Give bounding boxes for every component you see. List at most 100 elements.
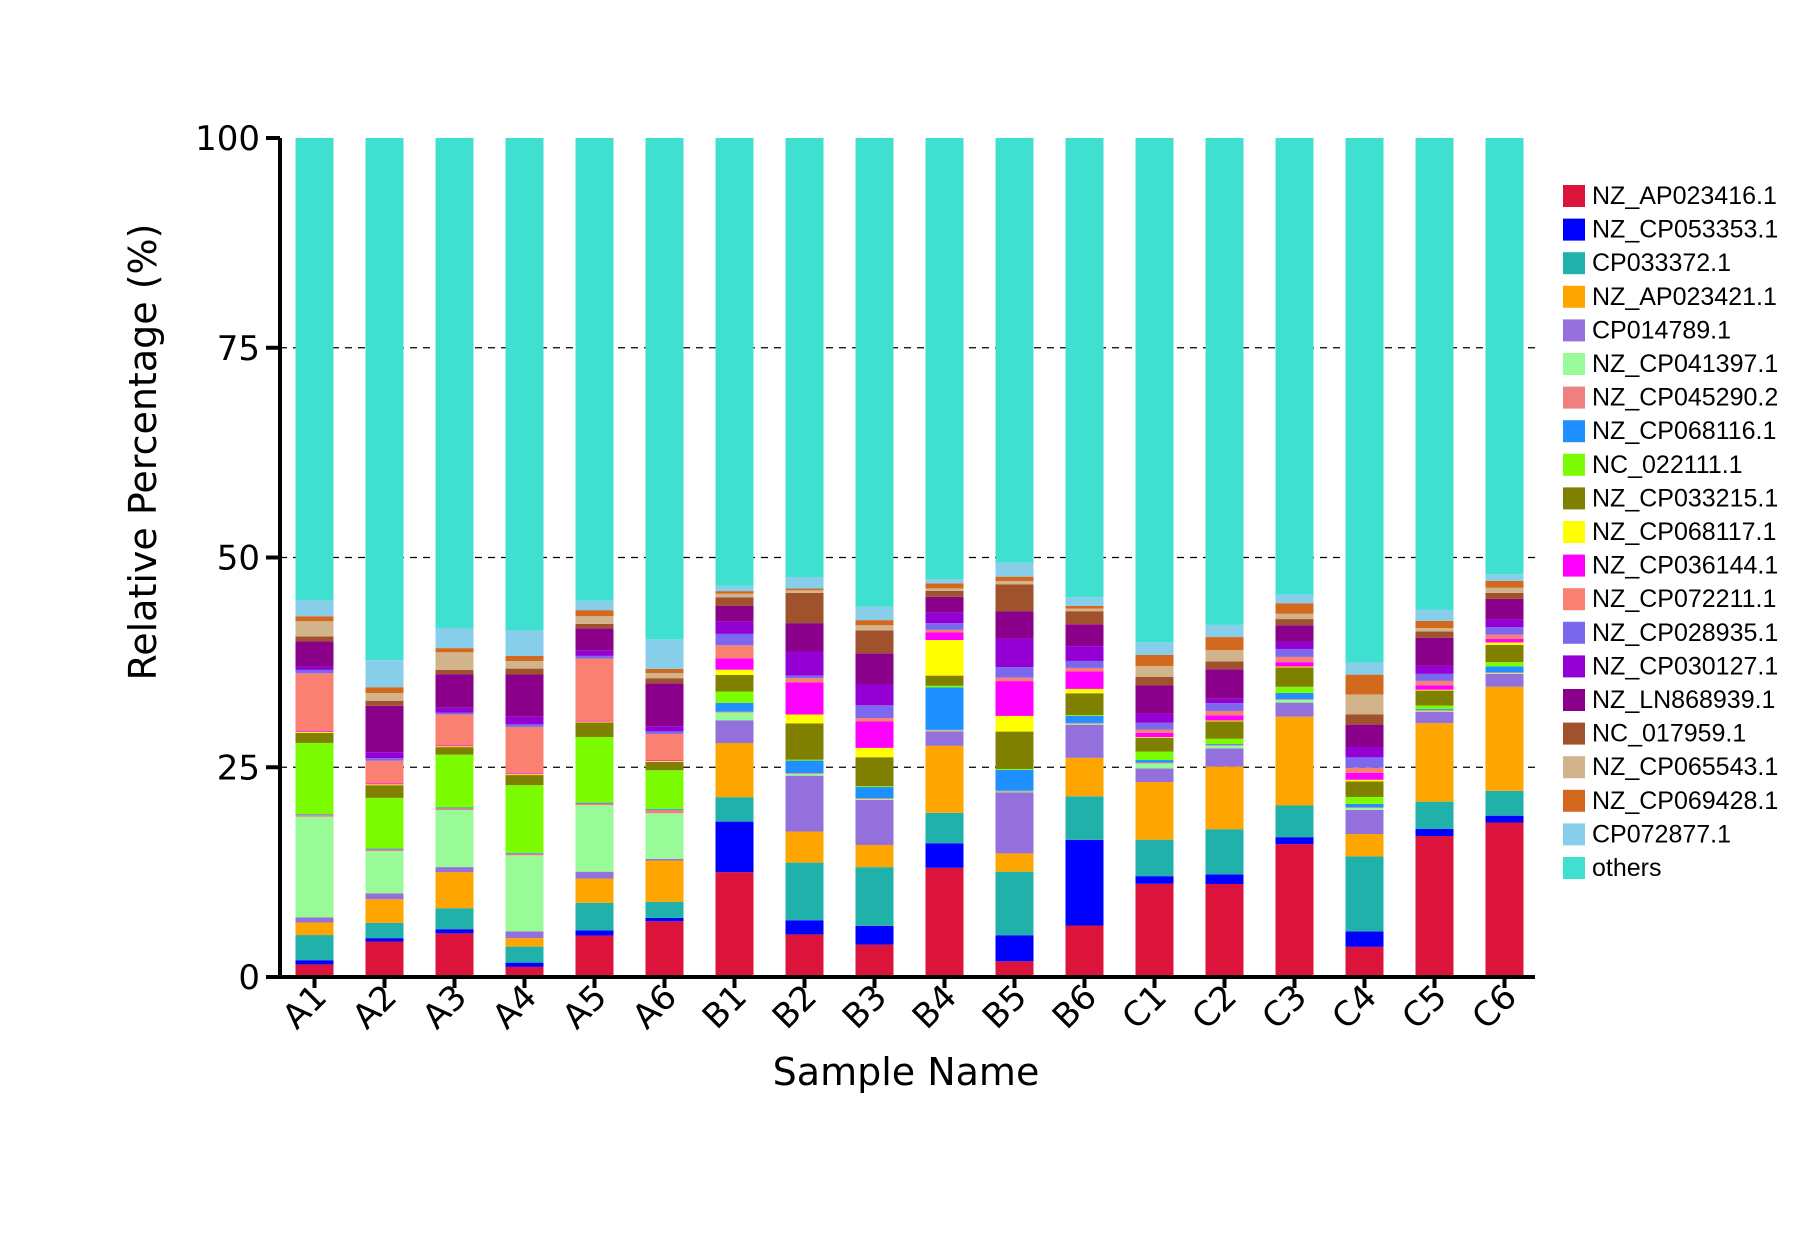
bar-segment-A3-NZ_CP033215.1 xyxy=(435,747,474,755)
bar-segment-A4-NZ_CP069428.1 xyxy=(505,655,544,662)
bar-segment-C6-NZ_CP053353.1 xyxy=(1485,815,1524,823)
legend-swatch xyxy=(1563,588,1585,611)
bar-segment-C2-NZ_CP053353.1 xyxy=(1205,874,1244,884)
bar-segment-B6-NZ_AP023416.1 xyxy=(1065,925,1104,977)
bar-segment-C3-NZ_CP028935.1 xyxy=(1275,648,1314,657)
bar-segment-A6-NZ_CP030127.1 xyxy=(645,726,684,732)
bar-segment-C6-CP033372.1 xyxy=(1485,790,1524,816)
bar-segment-A3-NZ_CP036144.1 xyxy=(435,745,474,747)
bar-segment-C1-NZ_CP069428.1 xyxy=(1135,654,1174,666)
bar-segment-C3-NZ_CP045290.2 xyxy=(1275,699,1314,700)
bar-segment-C1-CP033372.1 xyxy=(1135,839,1174,877)
bar-stack-A4 xyxy=(505,138,544,977)
bar-segment-C6-NZ_CP068116.1 xyxy=(1485,666,1524,673)
x-tick-label-A4: A4 xyxy=(485,977,545,1037)
bar-segment-C5-NZ_CP033215.1 xyxy=(1415,690,1454,706)
bar-segment-C2-NZ_AP023421.1 xyxy=(1205,766,1244,830)
bar-stack-A5 xyxy=(575,138,614,977)
bar-segment-B2-CP033372.1 xyxy=(785,862,824,921)
bar-stack-B1 xyxy=(715,138,754,977)
legend-label: others xyxy=(1592,854,1661,882)
bar-segment-C3-NZ_CP036144.1 xyxy=(1275,662,1314,667)
bar-stack-C4 xyxy=(1345,138,1384,977)
bar-segment-A1-NZ_CP036144.1 xyxy=(295,731,334,733)
bar-segment-C3-NC_022111.1 xyxy=(1275,686,1314,693)
bar-segment-A2-NZ_AP023421.1 xyxy=(365,899,404,923)
bar-segment-C5-CP072877.1 xyxy=(1415,609,1454,621)
bar-stack-A6 xyxy=(645,138,684,977)
y-tick-label-75: 75 xyxy=(217,329,260,369)
bar-stack-A2 xyxy=(365,138,404,977)
bar-segment-C1-NC_017959.1 xyxy=(1135,676,1174,686)
bar-segment-B5-NZ_AP023421.1 xyxy=(995,853,1034,872)
bar-segment-B4-NZ_CP045290.2 xyxy=(925,729,964,731)
bar-segment-B4-NZ_CP033215.1 xyxy=(925,675,964,686)
bar-segment-B1-NZ_AP023421.1 xyxy=(715,743,754,798)
bar-segment-A2-NZ_CP053353.1 xyxy=(365,938,404,942)
bar-segment-C4-NZ_LN868939.1 xyxy=(1345,724,1384,748)
bar-segment-B3-CP072877.1 xyxy=(855,606,894,621)
bar-segment-B4-NZ_AP023421.1 xyxy=(925,745,964,813)
bar-segment-A5-NZ_CP030127.1 xyxy=(575,650,614,656)
bar-segment-A6-others xyxy=(645,138,684,640)
bar-segment-C5-NZ_CP028935.1 xyxy=(1415,673,1454,681)
bar-segment-A4-CP014789.1 xyxy=(505,931,544,939)
bar-segment-C6-others xyxy=(1485,138,1524,575)
bar-segment-B1-NZ_AP023416.1 xyxy=(715,872,754,977)
bar-segment-C5-NC_017959.1 xyxy=(1415,631,1454,638)
bar-segment-A1-others xyxy=(295,138,334,601)
bar-segment-A1-NZ_CP045290.2 xyxy=(295,815,334,817)
legend-swatch xyxy=(1563,353,1585,375)
bar-segment-B1-NZ_CP028935.1 xyxy=(715,633,754,646)
legend-item-NZ_CP028935.1: NZ_CP028935.1 xyxy=(1563,619,1778,647)
bar-segment-A5-NZ_CP053353.1 xyxy=(575,930,614,936)
legend-swatch xyxy=(1563,689,1585,711)
bar-segment-C1-NZ_LN868939.1 xyxy=(1135,685,1174,714)
bar-segment-A1-NZ_CP068117.1 xyxy=(295,732,334,733)
bar-segment-B1-NZ_CP053353.1 xyxy=(715,821,754,873)
bar-segment-C6-NZ_CP036144.1 xyxy=(1485,639,1524,643)
bar-segment-C6-NC_022111.1 xyxy=(1485,662,1524,667)
bar-segment-A3-NZ_CP068117.1 xyxy=(435,746,474,748)
legend-swatch xyxy=(1563,319,1585,342)
bar-segment-B5-NZ_CP033215.1 xyxy=(995,731,1034,769)
bar-stack-C1 xyxy=(1135,138,1174,977)
bar-segment-C1-NZ_CP053353.1 xyxy=(1135,876,1174,884)
bar-segment-C5-NZ_CP068116.1 xyxy=(1415,709,1454,710)
legend-item-NZ_CP069428.1: NZ_CP069428.1 xyxy=(1563,787,1778,815)
legend-label: NC_022111.1 xyxy=(1592,451,1743,479)
bar-segment-C6-NZ_CP041397.1 xyxy=(1485,673,1524,675)
bar-segment-A6-CP014789.1 xyxy=(645,858,684,861)
bar-segment-A2-NZ_LN868939.1 xyxy=(365,705,404,753)
legend-item-NZ_AP023421.1: NZ_AP023421.1 xyxy=(1563,283,1777,311)
bar-segment-C5-NZ_CP041397.1 xyxy=(1415,710,1454,712)
bar-segment-A4-NZ_CP036144.1 xyxy=(505,773,544,775)
x-tick-label-C5: C5 xyxy=(1394,977,1454,1037)
bar-segment-C5-CP014789.1 xyxy=(1415,711,1454,724)
bar-segment-A3-NZ_CP053353.1 xyxy=(435,929,474,934)
bar-segment-A3-NZ_CP041397.1 xyxy=(435,810,474,868)
bar-segment-C4-NZ_AP023421.1 xyxy=(1345,834,1384,857)
bar-segment-B6-NC_022111.1 xyxy=(1065,715,1104,716)
bar-segment-C2-NZ_CP036144.1 xyxy=(1205,715,1244,721)
bar-segment-A5-CP014789.1 xyxy=(575,871,614,879)
bar-segment-C1-NC_022111.1 xyxy=(1135,751,1174,761)
legend: NZ_AP023416.1 NZ_CP053353.1 CP033372.1 NZ_A… xyxy=(1563,182,1778,882)
bar-segment-B3-NZ_CP069428.1 xyxy=(855,620,894,626)
legend-item-NC_017959.1: NC_017959.1 xyxy=(1563,720,1746,748)
bar-segment-B6-NZ_CP045290.2 xyxy=(1065,722,1104,724)
legend-swatch xyxy=(1563,756,1585,779)
bar-segment-C5-NZ_LN868939.1 xyxy=(1415,637,1454,666)
bar-segment-A2-NZ_CP065543.1 xyxy=(365,693,404,701)
bar-segment-B2-NZ_CP068117.1 xyxy=(785,714,824,724)
legend-item-NZ_CP045290.2: NZ_CP045290.2 xyxy=(1563,384,1778,412)
bar-segment-B2-NC_017959.1 xyxy=(785,592,824,624)
bar-segment-C6-CP072877.1 xyxy=(1485,574,1524,581)
bar-segment-C6-NZ_CP028935.1 xyxy=(1485,627,1524,635)
bar-segment-A4-others xyxy=(505,138,544,631)
bar-segment-C6-NZ_CP045290.2 xyxy=(1485,672,1524,674)
bar-segment-A1-NC_022111.1 xyxy=(295,742,334,815)
bar-segment-C4-NC_017959.1 xyxy=(1345,714,1384,725)
bar-segment-B5-NZ_CP028935.1 xyxy=(995,667,1034,678)
